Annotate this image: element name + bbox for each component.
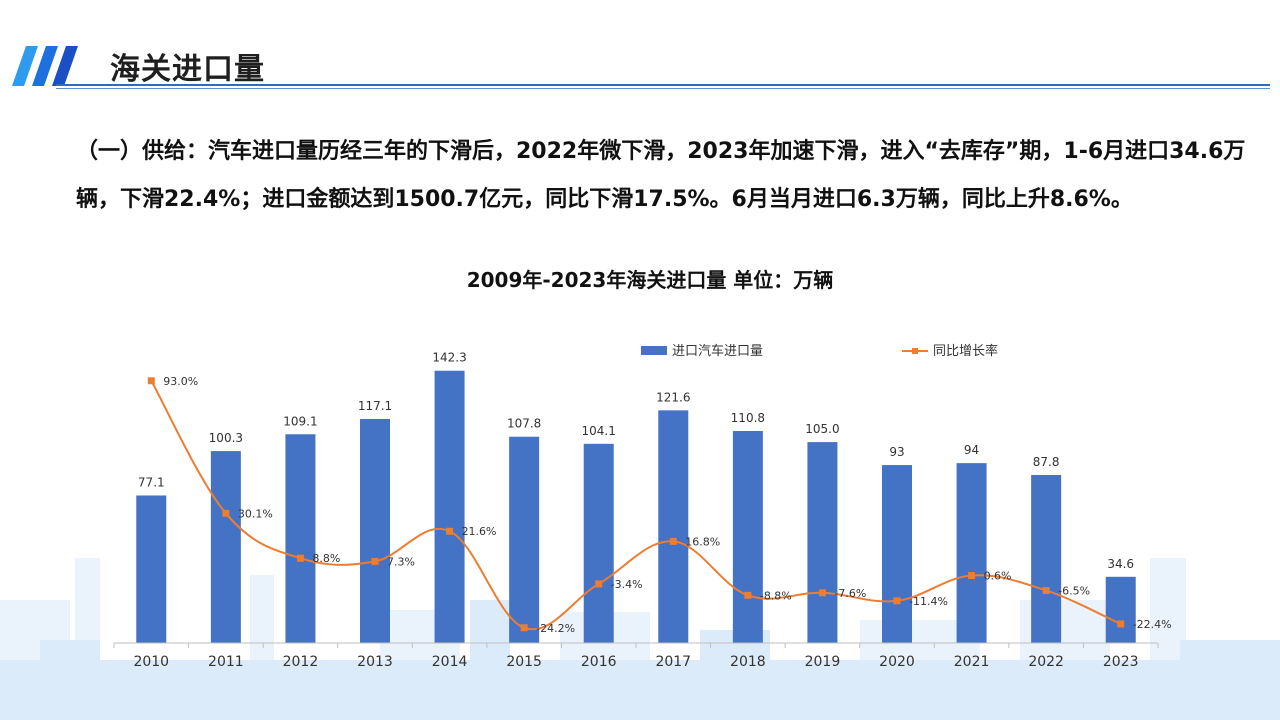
bar-label-2019: 105.0	[805, 422, 839, 436]
bar-label-2014: 142.3	[432, 351, 466, 365]
bar-2011	[210, 451, 241, 643]
rate-label-2017: 16.8%	[685, 535, 720, 548]
bar-label-2015: 107.8	[507, 417, 541, 431]
x-tick-label-2012: 2012	[283, 654, 319, 670]
rate-label-2010: 93.0%	[163, 375, 198, 388]
rate-label-2023: -22.4%	[1133, 618, 1172, 631]
bar-label-2023: 34.6	[1107, 557, 1134, 571]
rate-point-2013	[371, 557, 379, 565]
bar-label-2020: 93	[889, 445, 904, 459]
page-title: 海关进口量	[110, 52, 265, 87]
rate-point-2020	[893, 597, 901, 605]
bar-label-2016: 104.1	[582, 424, 616, 438]
bar-2012	[285, 434, 316, 643]
legend-bar-label: 进口汽车进口量	[672, 343, 763, 359]
x-tick-label-2022: 2022	[1028, 654, 1064, 670]
rate-point-2014	[446, 527, 454, 535]
bar-label-2010: 77.1	[138, 475, 165, 489]
bar-label-2021: 94	[964, 443, 979, 457]
rate-point-2012	[296, 554, 304, 562]
x-tick-label-2017: 2017	[655, 654, 691, 670]
header-stripes-logo	[12, 46, 78, 86]
legend-bar-swatch	[641, 346, 667, 355]
rate-point-2011	[222, 509, 230, 517]
x-tick-label-2010: 2010	[133, 654, 169, 670]
bar-2022	[1031, 475, 1062, 643]
bar-2016	[583, 443, 614, 643]
bar-2018	[732, 431, 763, 643]
bar-label-2017: 121.6	[656, 390, 690, 404]
rate-label-2021: 0.6%	[984, 570, 1012, 583]
rate-label-2018: -8.8%	[760, 589, 792, 602]
rate-label-2013: 7.3%	[387, 555, 415, 568]
rate-label-2016: -3.4%	[611, 578, 643, 591]
bar-2023	[1105, 576, 1136, 643]
bar-2017	[658, 410, 689, 643]
bar-label-2018: 110.8	[731, 411, 765, 425]
x-tick-label-2018: 2018	[730, 654, 766, 670]
x-tick-label-2014: 2014	[432, 654, 468, 670]
rate-point-2016	[595, 580, 603, 588]
x-tick-label-2020: 2020	[879, 654, 915, 670]
header-divider	[56, 84, 1270, 86]
bar-2019	[807, 442, 838, 643]
rate-point-2019	[818, 589, 826, 597]
rate-point-2010	[147, 377, 155, 385]
rate-point-2015	[520, 624, 528, 632]
chart-title: 2009年-2023年海关进口量 单位：万辆	[466, 268, 834, 292]
legend-line-marker	[912, 348, 918, 354]
rate-label-2022: -6.5%	[1058, 584, 1090, 597]
rate-point-2021	[968, 572, 976, 580]
bar-2010	[136, 495, 167, 643]
bar-label-2013: 117.1	[358, 399, 392, 413]
rate-label-2019: -7.6%	[834, 587, 866, 600]
rate-point-2017	[669, 537, 677, 545]
x-tick-label-2011: 2011	[208, 654, 244, 670]
x-tick-label-2015: 2015	[506, 654, 542, 670]
rate-point-2018	[744, 591, 752, 599]
bar-2015	[509, 436, 540, 643]
header-divider-thin	[56, 88, 1270, 89]
legend-line-label: 同比增长率	[933, 343, 998, 359]
rate-label-2014: 21.6%	[462, 525, 497, 538]
rate-label-2012: 8.8%	[312, 552, 340, 565]
rate-point-2023	[1117, 620, 1125, 628]
rate-label-2020: -11.4%	[909, 595, 948, 608]
bar-2014	[434, 370, 465, 643]
bar-label-2022: 87.8	[1033, 455, 1060, 469]
bar-label-2011: 100.3	[209, 431, 243, 445]
rate-label-2015: -24.2%	[536, 622, 575, 635]
bar-2021	[956, 463, 987, 643]
bar-2020	[882, 465, 912, 643]
x-tick-label-2019: 2019	[805, 654, 841, 670]
x-tick-label-2013: 2013	[357, 654, 393, 670]
bar-label-2012: 109.1	[283, 414, 317, 428]
x-tick-label-2021: 2021	[954, 654, 990, 670]
x-tick-label-2016: 2016	[581, 654, 617, 670]
summary-paragraph: （一）供给：汽车进口量历经三年的下滑后，2022年微下滑，2023年加速下滑，进…	[76, 139, 1246, 212]
rate-label-2011: 30.1%	[238, 507, 273, 520]
bar-2013	[360, 418, 390, 643]
x-tick-label-2023: 2023	[1103, 654, 1139, 670]
rate-point-2022	[1042, 586, 1050, 594]
chart-legend: 进口汽车进口量 同比增长率	[641, 343, 998, 359]
